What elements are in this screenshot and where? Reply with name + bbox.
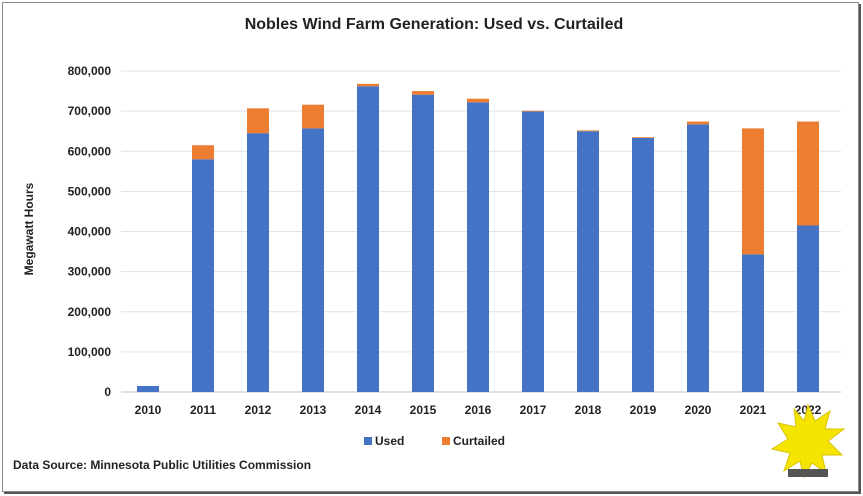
- bar-used-2021: [742, 254, 764, 392]
- bar-curtailed-2018: [577, 130, 599, 132]
- bar-used-2017: [522, 111, 544, 393]
- bar-curtailed-2015: [412, 91, 434, 95]
- bar-used-2011: [192, 159, 214, 392]
- x-tick-label: 2014: [355, 403, 382, 417]
- legend-label-used: Used: [375, 434, 404, 448]
- y-tick-label: 700,000: [68, 104, 112, 118]
- y-tick-label: 800,000: [68, 64, 112, 78]
- legend-swatch-curtailed: [442, 437, 450, 445]
- legend-label-curtailed: Curtailed: [453, 434, 505, 448]
- legend: Used Curtailed: [364, 434, 505, 448]
- bar-curtailed-2020: [687, 121, 709, 125]
- x-tick-label: 2018: [575, 403, 602, 417]
- bar-curtailed-2019: [632, 137, 654, 139]
- bar-used-2020: [687, 124, 709, 393]
- x-tick-label: 2012: [245, 403, 272, 417]
- bar-curtailed-2021: [742, 128, 764, 255]
- x-tick-label: 2017: [520, 403, 547, 417]
- bar-used-2016: [467, 102, 489, 393]
- y-tick-label: 100,000: [68, 345, 112, 359]
- y-tick-label: 0: [104, 385, 111, 399]
- x-tick-label: 2021: [740, 403, 767, 417]
- y-tick-label: 600,000: [68, 144, 112, 158]
- bar-used-2013: [302, 128, 324, 392]
- bar-used-2010: [137, 385, 159, 392]
- chart: Nobles Wind Farm Generation: Used vs. Cu…: [13, 16, 846, 479]
- x-tick-label: 2013: [300, 403, 327, 417]
- bar-used-2018: [577, 131, 599, 392]
- bar-curtailed-2012: [247, 108, 269, 134]
- bar-curtailed-2017: [522, 110, 544, 112]
- bar-curtailed-2011: [192, 145, 214, 160]
- legend-swatch-used: [364, 437, 372, 445]
- energy-bad-boys-logo: [770, 403, 846, 479]
- bar-used-2022: [797, 225, 819, 392]
- y-axis-label: Megawatt Hours: [22, 182, 36, 275]
- chart-title: Nobles Wind Farm Generation: Used vs. Cu…: [245, 16, 624, 33]
- x-tick-label: 2015: [410, 403, 437, 417]
- data-source-note: Data Source: Minnesota Public Utilities …: [13, 458, 311, 472]
- bar-curtailed-2014: [357, 83, 379, 87]
- x-tick-label: 2011: [190, 403, 216, 417]
- bar-used-2019: [632, 138, 654, 392]
- bar-curtailed-2016: [467, 98, 489, 103]
- y-tick-label: 200,000: [68, 305, 112, 319]
- y-tick-label: 500,000: [68, 184, 112, 198]
- x-tick-label: 2019: [630, 403, 657, 417]
- y-tick-label: 400,000: [68, 225, 112, 239]
- y-tick-label: 300,000: [68, 265, 112, 279]
- x-tick-label: 2020: [685, 403, 712, 417]
- bar-curtailed-2022: [797, 121, 819, 226]
- bar-used-2012: [247, 133, 269, 392]
- x-tick-label: 2016: [465, 403, 492, 417]
- bar-used-2015: [412, 94, 434, 392]
- bar-curtailed-2013: [302, 104, 324, 129]
- bar-used-2014: [357, 86, 379, 392]
- x-tick-label: 2010: [135, 403, 162, 417]
